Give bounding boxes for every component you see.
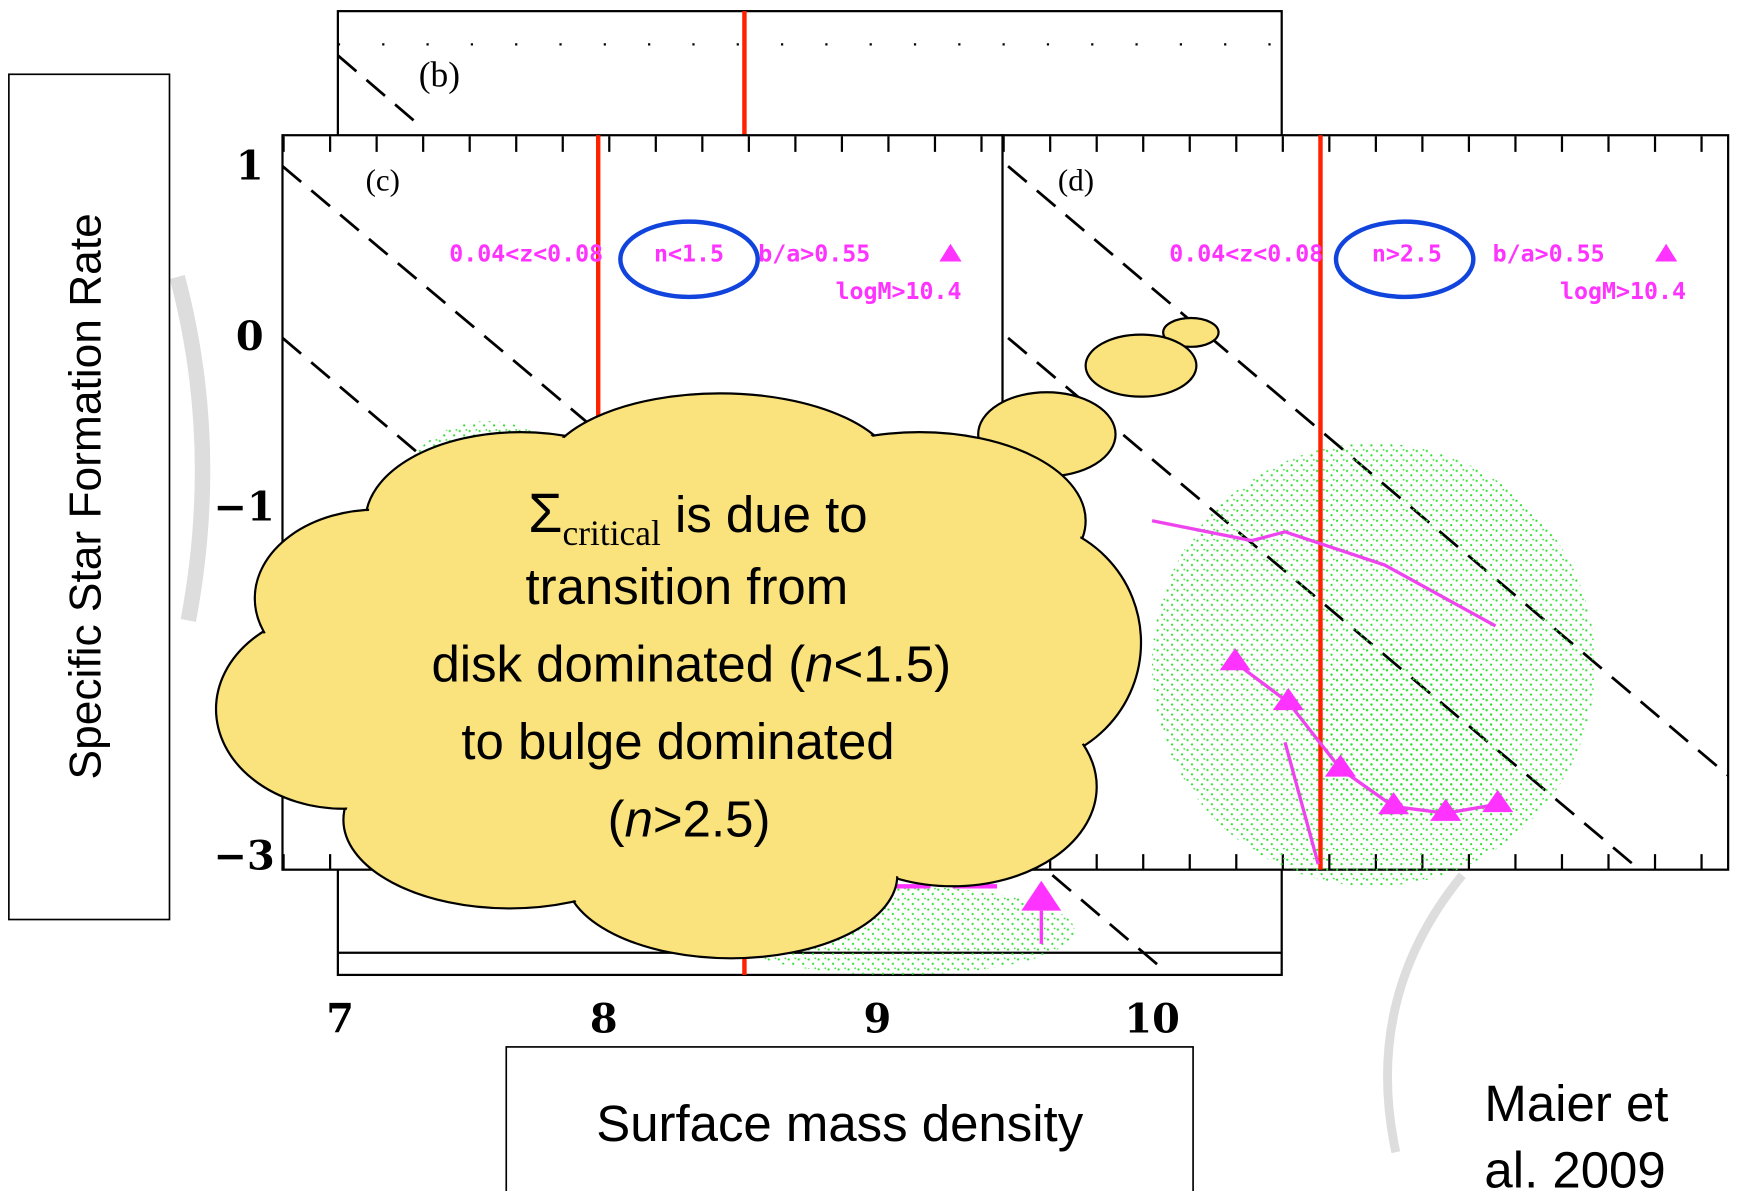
citation: al. 2009: [1484, 1142, 1665, 1191]
scatter-cloud: [1307, 643, 1506, 820]
decoration: [177, 277, 202, 620]
y-axis-label: Specific Star Formation Rate: [61, 213, 110, 779]
subscript: critical: [562, 513, 661, 553]
panel-d: (d) 0.04<z<0.08 n>2.5 b/a>0.55 logM>10.4: [1003, 135, 1729, 886]
text: (: [608, 790, 625, 847]
x-ticks: 7 8 9 10: [326, 997, 1180, 1043]
y-tick-label: 0: [236, 314, 264, 360]
y-tick-label: −1: [214, 485, 275, 531]
text: >2.5): [653, 790, 771, 847]
y-tick-label: 1: [236, 144, 264, 190]
x-tick-label: 7: [326, 997, 354, 1043]
callout-text: disk dominated (n<1.5): [431, 635, 951, 692]
x-axis-label: Surface mass density: [596, 1095, 1083, 1152]
decoration: [1387, 875, 1462, 1152]
annotation: n<1.5: [654, 241, 724, 268]
x-tick-label: 8: [590, 997, 618, 1043]
panel-label: (d): [1058, 163, 1094, 198]
symbol: Σ: [528, 482, 562, 544]
annotation: logM>10.4: [1560, 278, 1686, 305]
panel-label: (b): [419, 54, 460, 94]
callout-text: transition from: [525, 558, 848, 615]
callout-text: (n>2.5): [608, 790, 771, 847]
text: n: [805, 635, 833, 692]
citation: Maier et: [1484, 1075, 1668, 1132]
y-tick-label: −3: [214, 834, 275, 880]
x-tick-label: 10: [1124, 997, 1180, 1043]
annotation: logM>10.4: [836, 278, 962, 305]
annotation: n>2.5: [1372, 241, 1442, 268]
annotation: 0.04<z<0.08: [1169, 241, 1323, 268]
text: <1.5): [834, 635, 952, 692]
text: n: [625, 790, 653, 847]
callout-text: to bulge dominated: [461, 713, 894, 770]
annotation: 0.04<z<0.08: [449, 241, 603, 268]
text: is due to: [661, 486, 868, 543]
x-tick-label: 9: [863, 997, 891, 1043]
panel-label: (c): [366, 163, 400, 198]
slide: Specific Star Formation Rate (b) 7 8 9 1…: [0, 0, 1737, 1191]
text: disk dominated (: [431, 635, 805, 692]
annotation: b/a>0.55: [758, 241, 870, 268]
annotation: b/a>0.55: [1493, 241, 1605, 268]
